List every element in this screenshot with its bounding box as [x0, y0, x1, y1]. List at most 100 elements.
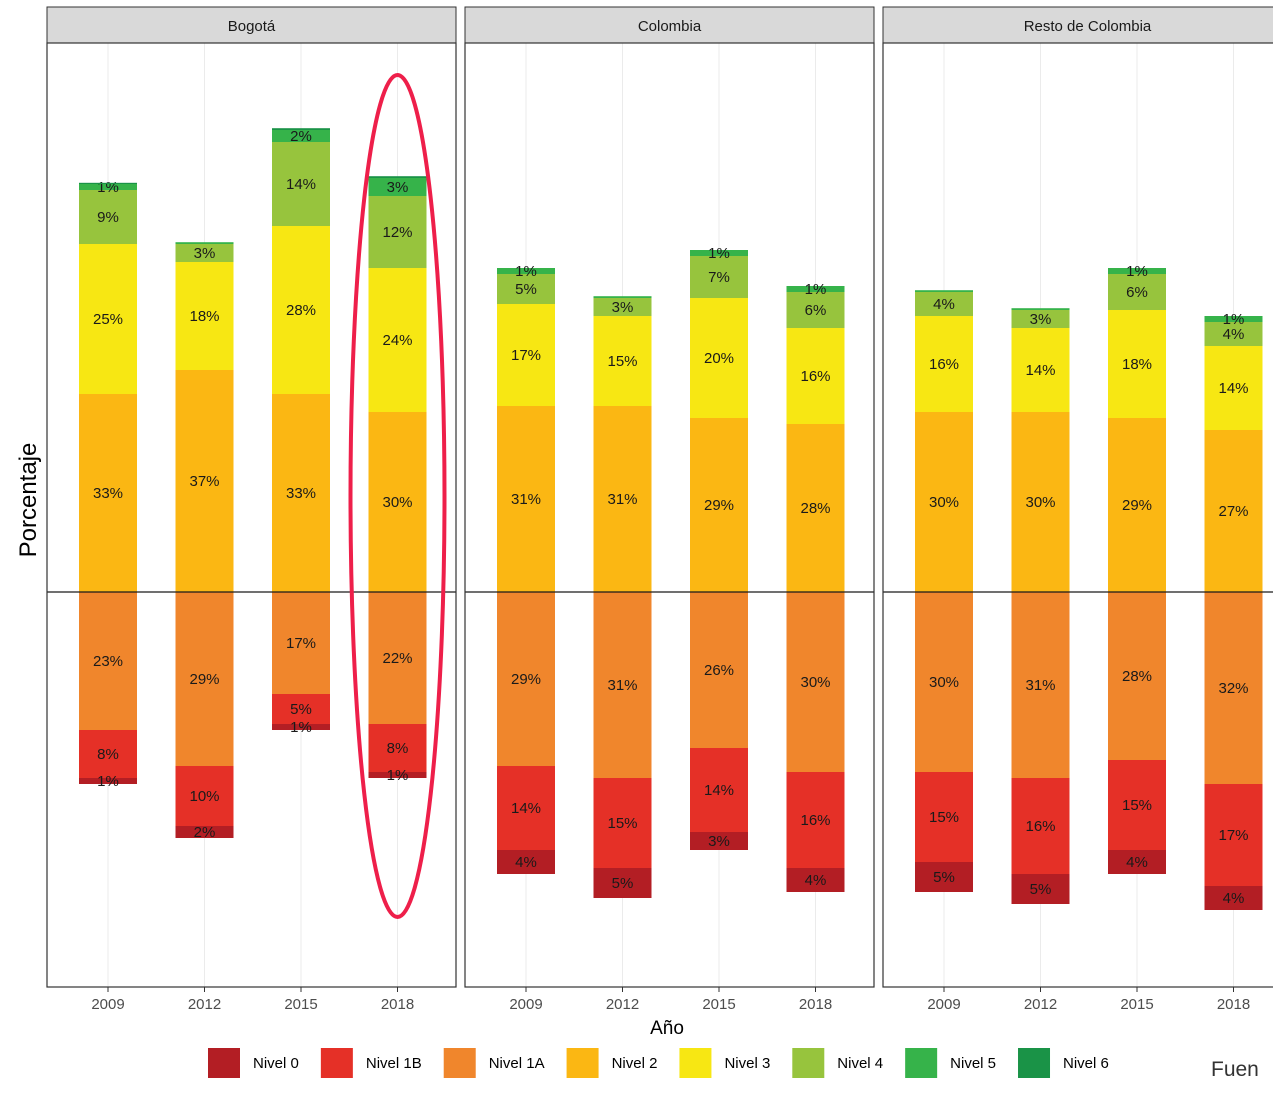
legend-swatch [792, 1048, 825, 1078]
bar-segment-nivel-1a [272, 592, 330, 694]
legend-item-nivel-5: Nivel 5 [905, 1048, 996, 1078]
data-label-nivel-5: 1% [1223, 311, 1245, 328]
data-label-nivel-3: 15% [607, 353, 637, 370]
data-label-nivel-4: 12% [382, 224, 412, 241]
data-label-nivel-1a: 17% [286, 635, 316, 652]
data-label-nivel-1b: 8% [97, 746, 119, 763]
bar-segment-nivel-5 [915, 290, 973, 292]
legend-label: Nivel 0 [253, 1055, 299, 1072]
data-label-nivel-2: 30% [1025, 494, 1055, 511]
bar-segment-nivel-1a [915, 592, 973, 772]
legend-item-nivel-0: Nivel 0 [208, 1048, 299, 1078]
data-label-nivel-0: 4% [1126, 854, 1148, 871]
bar-segment-nivel-0 [368, 772, 427, 778]
plot-area: 30% 15% 5% 30% 16% 4% 31% 16% 5% 30% 14% 3% 28% 15% 4%… [883, 43, 1273, 987]
bar-segment-nivel-0 [1011, 874, 1070, 904]
bar-segment-nivel-2 [1108, 418, 1166, 592]
data-label-nivel-4: 7% [708, 269, 730, 286]
data-label-nivel-4: 3% [612, 299, 634, 316]
data-label-nivel-4: 3% [194, 245, 216, 262]
facet-strip [464, 6, 875, 44]
bar-segment-nivel-4 [175, 244, 234, 262]
facet-panels: Bogotá 23% 8% 1% 33% 25% 9% 1% 29% 10% 2% 37% 18% 3% 1… [46, 6, 1273, 1013]
data-label-nivel-4: 5% [515, 281, 537, 298]
data-label-nivel-1b: 17% [1218, 827, 1248, 844]
bar-segment-nivel-4 [1204, 322, 1263, 346]
bar-segment-nivel-2 [915, 412, 973, 592]
bar-segment-nivel-3 [786, 328, 845, 424]
legend-swatch [679, 1048, 712, 1078]
data-label-nivel-2: 31% [511, 491, 541, 508]
data-label-nivel-1b: 5% [290, 701, 312, 718]
data-label-nivel-1a: 29% [511, 671, 541, 688]
legend-label: Nivel 5 [950, 1055, 996, 1072]
data-label-nivel-4: 6% [1126, 284, 1148, 301]
data-label-nivel-5: 1% [515, 263, 537, 280]
bar-segment-nivel-1a [593, 592, 652, 778]
bar-segment-nivel-2 [1204, 430, 1263, 592]
bar-segment-nivel-0 [497, 850, 555, 874]
bar-segment-nivel-1b [1011, 778, 1070, 874]
legend-item-nivel-3: Nivel 3 [679, 1048, 770, 1078]
plot-area: 29%14%4%31%17%5%1%31%15%5%31%15%3%26%14%… [465, 43, 874, 987]
bar-2009: 30% 15% 5% 30% 16% 4% [915, 290, 973, 892]
x-tick-label: 2015 [702, 996, 735, 1013]
data-label-nivel-0: 4% [805, 872, 827, 889]
data-label-nivel-2: 29% [1122, 497, 1152, 514]
bar-2018: 32%17%4%27%14%4%1% [1204, 311, 1263, 910]
bar-segment-nivel-1a [1204, 592, 1263, 784]
bar-segment-nivel-4 [1011, 310, 1070, 328]
bar-segment-nivel-5 [786, 286, 845, 292]
bar-2015: 26% 14% 3% 29% 20% 7% 1% [690, 245, 748, 850]
data-label-nivel-1b: 14% [704, 782, 734, 799]
data-label-nivel-1a: 31% [1025, 677, 1055, 694]
bar-segment-nivel-0 [1108, 850, 1166, 874]
bar-segment-nivel-1a [690, 592, 748, 748]
legend-swatch [566, 1048, 599, 1078]
facet-title: Colombia [638, 18, 702, 35]
bar-segment-nivel-2 [1011, 412, 1070, 592]
x-tick-label: 2009 [927, 996, 960, 1013]
bar-2018: 30% 16% 4% 28% 16% 6% 1% [786, 281, 845, 892]
bar-segment-nivel-4 [497, 274, 555, 304]
data-label-nivel-5: 2% [290, 128, 312, 145]
legend-label: Nivel 6 [1063, 1055, 1109, 1072]
data-label-nivel-0: 5% [933, 869, 955, 886]
data-label-nivel-0: 5% [1030, 881, 1052, 898]
bar-segment-nivel-5 [593, 296, 652, 298]
data-label-nivel-1a: 31% [607, 677, 637, 694]
bar-segment-nivel-5 [1011, 308, 1070, 310]
bar-segment-nivel-2 [79, 394, 137, 592]
data-label-nivel-5: 1% [97, 179, 119, 196]
bar-segment-nivel-2 [368, 412, 427, 592]
bar-segment-nivel-4 [915, 292, 973, 316]
data-label-nivel-4: 4% [933, 296, 955, 313]
data-label-nivel-3: 16% [800, 368, 830, 385]
bar-segment-nivel-1a [1108, 592, 1166, 760]
legend-item-nivel-4: Nivel 4 [792, 1048, 883, 1078]
data-label-nivel-2: 27% [1218, 503, 1248, 520]
bar-segment-nivel-2 [497, 406, 555, 592]
bar-segment-nivel-1b [690, 748, 748, 832]
legend-label: Nivel 4 [837, 1055, 883, 1072]
data-label-nivel-2: 29% [704, 497, 734, 514]
bar-segment-nivel-4 [593, 298, 652, 316]
legend-label: Nivel 2 [612, 1055, 658, 1072]
bar-segment-nivel-2 [690, 418, 748, 592]
panel-border [46, 42, 457, 988]
data-label-nivel-4: 9% [97, 209, 119, 226]
data-label-nivel-3: 14% [1218, 380, 1248, 397]
bar-segment-nivel-1b [915, 772, 973, 862]
data-label-nivel-4: 4% [1223, 326, 1245, 343]
highlight-ellipse [348, 73, 447, 919]
bar-segment-nivel-4 [690, 256, 748, 298]
legend-label: Nivel 1A [489, 1055, 545, 1072]
data-label-nivel-4: 6% [805, 302, 827, 319]
bar-segment-nivel-1a [175, 592, 234, 766]
data-label-nivel-5: 1% [805, 281, 827, 298]
data-label-nivel-2: 28% [800, 500, 830, 517]
data-label-nivel-1a: 30% [929, 674, 959, 691]
bar-segment-nivel-5 [272, 130, 330, 142]
legend-swatch [208, 1048, 240, 1078]
bar-segment-nivel-1a [368, 592, 427, 724]
